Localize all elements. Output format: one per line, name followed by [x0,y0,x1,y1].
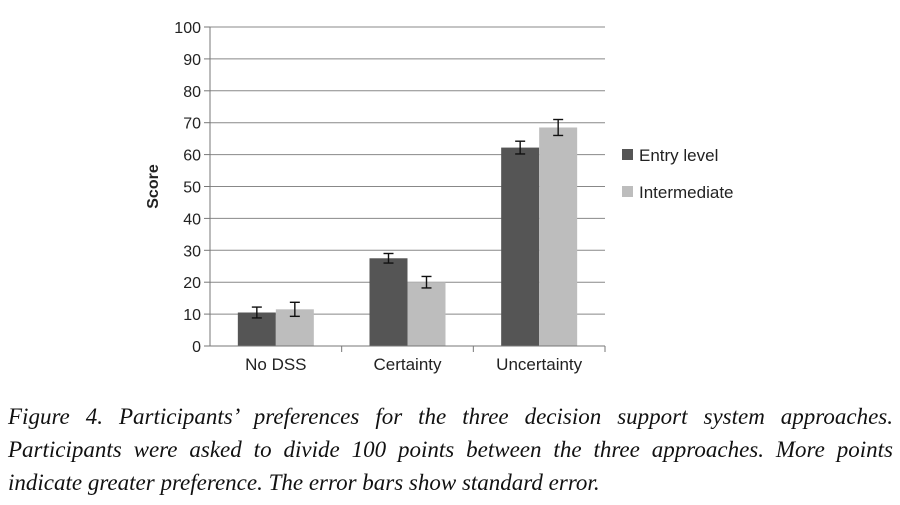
bar-chart: 0 10 20 30 40 50 60 70 80 90 100 No DSS Certainty Un… [145,20,734,374]
bars [237,127,578,346]
y-tick-label: 70 [183,116,201,133]
y-tick-label: 40 [183,211,201,228]
error-bar [421,275,432,289]
y-tick-label: 90 [183,52,201,69]
legend-label: Intermediate [639,183,734,202]
error-bars [251,118,564,319]
bar [501,147,540,346]
bar [407,282,446,346]
y-tick-label: 20 [183,275,201,292]
error-bar [553,118,564,137]
x-category-label: Uncertainty [496,355,582,374]
x-axis-categories: No DSS Certainty Uncertainty [245,346,606,374]
error-bar [251,306,262,319]
y-tick-label: 80 [183,84,201,101]
figure-caption: Figure 4. Participants’ preferences for … [8,404,893,495]
bar [539,127,578,346]
bar [369,258,408,346]
legend: Entry level Intermediate [622,146,734,202]
x-category-label: No DSS [245,355,306,374]
y-tick-label: 60 [183,148,201,165]
error-bar [515,140,526,155]
legend-swatch [622,186,633,197]
y-axis-label: Score [145,164,162,209]
legend-swatch [622,149,633,160]
y-tick-label: 100 [174,20,201,37]
gridlines [210,26,605,315]
y-tick-label: 0 [192,339,201,356]
error-bar [289,301,300,318]
y-tick-label: 30 [183,243,201,260]
y-tick-label: 50 [183,180,201,197]
y-tick-label: 10 [183,307,201,324]
x-category-label: Certainty [373,355,442,374]
legend-label: Entry level [639,146,718,165]
error-bar [383,252,394,264]
y-axis-ticks: 0 10 20 30 40 50 60 70 80 90 100 [174,20,210,356]
